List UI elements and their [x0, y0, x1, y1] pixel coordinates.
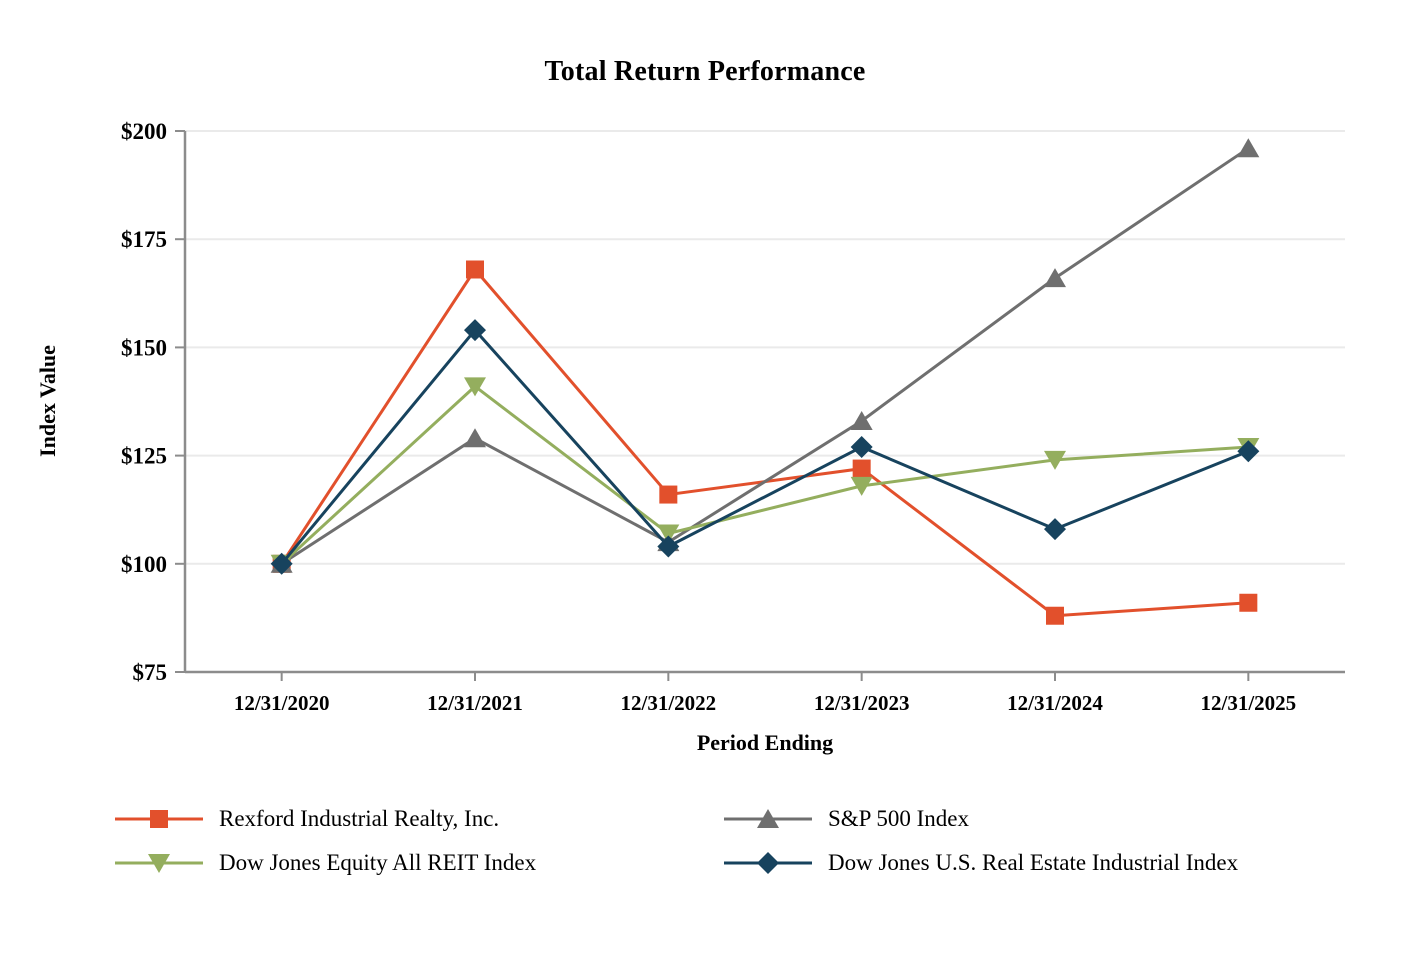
- y-tick-label: $75: [133, 660, 168, 685]
- data-point-square-icon: [466, 260, 484, 279]
- data-point-triangle-down-icon: [1044, 450, 1066, 470]
- legend-label: S&P 500 Index: [828, 806, 969, 831]
- data-point-square-icon: [1046, 606, 1064, 625]
- legend-item-3: Dow Jones U.S. Real Estate Industrial In…: [722, 844, 1333, 882]
- x-tick-label: 12/31/2024: [1007, 691, 1103, 715]
- y-tick-label: $100: [121, 552, 167, 577]
- chart-legend: Rexford Industrial Realty, Inc. S&P 500 I…: [113, 800, 1333, 882]
- legend-item-1: S&P 500 Index: [722, 800, 1333, 838]
- series-line: [280, 147, 1250, 566]
- y-tick-label: $175: [121, 227, 167, 252]
- y-tick-label: $200: [121, 119, 167, 144]
- data-point-diamond-icon: [1044, 518, 1066, 541]
- data-point-square-icon: [852, 459, 871, 478]
- legend-item-2: Dow Jones Equity All REIT Index: [113, 844, 722, 882]
- data-point-triangle-down-icon: [148, 854, 170, 873]
- chart-title: Total Return Performance: [544, 56, 866, 87]
- data-point-triangle-up-icon: [757, 809, 779, 828]
- series-3: [270, 319, 1260, 575]
- legend-label: Rexford Industrial Realty, Inc.: [219, 806, 500, 831]
- series-0: [272, 260, 1258, 625]
- legend-triangle-down-icon: [115, 854, 203, 873]
- y-tick-label: $125: [121, 444, 167, 469]
- data-point-square-icon: [1239, 593, 1258, 612]
- data-point-diamond-icon: [850, 435, 873, 458]
- y-tick-label: $150: [121, 335, 167, 360]
- data-point-triangle-down-icon: [464, 377, 486, 397]
- legend-label: Dow Jones U.S. Real Estate Industrial In…: [828, 850, 1239, 875]
- data-point-triangle-up-icon: [464, 428, 486, 448]
- data-point-triangle-down-icon: [850, 476, 873, 496]
- x-axis-title: Period Ending: [696, 730, 834, 755]
- y-axis-title: Index Value: [35, 345, 60, 457]
- chart-plot-area: $75 $100 $125 $150 $175 $200 12/31/2020 12/31/2…: [121, 119, 1345, 715]
- data-point-diamond-icon: [270, 552, 293, 575]
- data-point-triangle-up-icon: [1237, 138, 1260, 158]
- x-tick-label: 12/31/2023: [814, 691, 910, 715]
- legend-diamond-icon: [724, 852, 812, 874]
- data-point-diamond-icon: [464, 319, 486, 342]
- data-point-diamond-icon: [757, 852, 779, 874]
- data-point-square-icon: [150, 810, 168, 828]
- data-point-triangle-up-icon: [1044, 268, 1066, 288]
- data-point-square-icon: [659, 485, 678, 504]
- legend-triangle-up-icon: [724, 809, 812, 828]
- data-point-diamond-icon: [1237, 440, 1260, 463]
- data-point-triangle-up-icon: [850, 410, 873, 430]
- series-line: [280, 327, 1249, 565]
- legend-item-0: Rexford Industrial Realty, Inc.: [113, 800, 722, 838]
- data-point-diamond-icon: [657, 535, 680, 558]
- x-tick-label: 12/31/2020: [234, 691, 330, 715]
- x-tick-label: 12/31/2022: [620, 691, 716, 715]
- legend-label: Dow Jones Equity All REIT Index: [219, 850, 537, 875]
- x-tick-label: 12/31/2021: [427, 691, 523, 715]
- x-tick-label: 12/31/2025: [1200, 691, 1296, 715]
- data-point-triangle-down-icon: [657, 524, 680, 544]
- series-line: [280, 384, 1249, 565]
- legend-square-icon: [115, 810, 203, 828]
